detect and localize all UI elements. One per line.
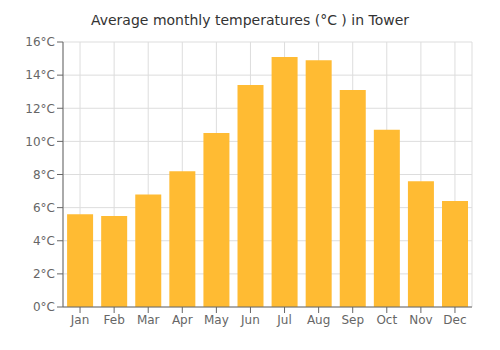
html-text:Average monthly temperatures (: Average monthly temperatures (°C ) in To… <box>90 12 410 28</box>
svg-text:0°C: 0°C <box>33 300 55 314</box>
svg-text:Aug: Aug <box>307 313 330 327</box>
svg-text:Sep: Sep <box>341 313 364 327</box>
svg-text:12°C: 12°C <box>25 102 55 116</box>
svg-text:14°C: 14°C <box>25 68 55 82</box>
svg-text:Jan: Jan <box>70 313 90 327</box>
svg-text:Feb: Feb <box>104 313 125 327</box>
svg-text:Nov: Nov <box>409 313 432 327</box>
svg-text:Apr: Apr <box>172 313 193 327</box>
svg-text:Jul: Jul <box>276 313 291 327</box>
svg-text:Jun: Jun <box>240 313 260 327</box>
svg-text:4°C: 4°C <box>33 234 55 248</box>
svg-text:Dec: Dec <box>443 313 466 327</box>
svg-text:10°C: 10°C <box>25 135 55 149</box>
svg-text:8°C: 8°C <box>33 168 55 182</box>
svg-text:May: May <box>204 313 229 327</box>
svg-text:16°C: 16°C <box>25 35 55 49</box>
svg-text:2°C: 2°C <box>33 267 55 281</box>
svg-text:6°C: 6°C <box>33 201 55 215</box>
svg-text:Mar: Mar <box>137 313 160 327</box>
svg-text:Oct: Oct <box>376 313 397 327</box>
